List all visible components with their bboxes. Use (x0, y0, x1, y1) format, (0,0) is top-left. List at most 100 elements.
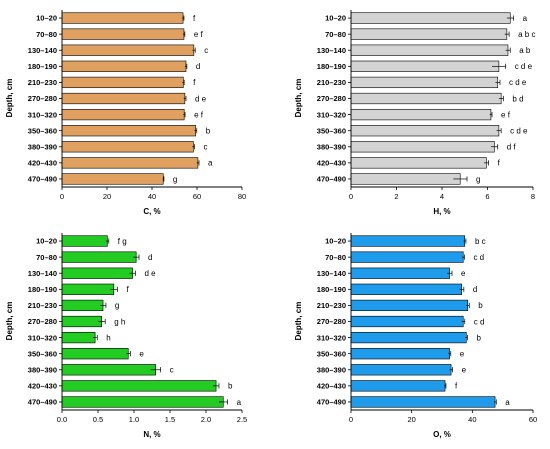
x-axis-title: O, % (433, 430, 451, 439)
significance-letter: c (204, 143, 208, 152)
category-label: 270–280 (317, 94, 346, 103)
significance-letter: e f (194, 30, 204, 39)
category-label: 310–320 (28, 110, 57, 119)
panel-nitrogen: 10–20 f g 70–80 d 130–140 d e 180–190 f 210–230 g… (5, 233, 247, 439)
bar (350, 173, 461, 185)
bar (61, 283, 115, 295)
significance-letter: e (461, 269, 466, 278)
significance-letter: d e (195, 94, 207, 103)
bar (61, 251, 137, 263)
x-tick-label: 8 (531, 192, 535, 201)
significance-letter: c d e (510, 126, 528, 135)
y-axis-title: Depth, cm (294, 79, 303, 118)
significance-letter: c d (473, 253, 484, 262)
significance-letter: e (139, 349, 144, 358)
category-label: 420–430 (317, 382, 346, 391)
category-label: 350–360 (317, 126, 346, 135)
bar (61, 380, 217, 392)
y-axis-title: Depth, cm (5, 79, 14, 118)
significance-letter: c (170, 366, 174, 375)
category-label: 270–280 (317, 317, 346, 326)
significance-letter: g (476, 175, 480, 184)
x-axis-title: N, % (143, 430, 160, 439)
bar (61, 108, 185, 121)
panel-carbon: 10–20 f 70–80 e f 130–140 c 180–190 d 210–230 f 27… (5, 10, 246, 216)
bar (61, 315, 102, 328)
bar (61, 92, 186, 105)
x-tick-label: 60 (193, 192, 201, 201)
bar (350, 44, 509, 56)
x-tick-label: 80 (238, 192, 246, 201)
x-tick-label: 2.0 (201, 415, 211, 424)
category-label: 210–230 (28, 78, 57, 87)
significance-letter: c d e (509, 78, 527, 87)
category-label: 470–490 (317, 175, 346, 184)
category-label: 380–390 (317, 365, 346, 374)
bar (61, 396, 224, 408)
category-label: 270–280 (28, 94, 57, 103)
bar (350, 141, 495, 153)
significance-letter: b d (512, 94, 523, 103)
x-tick-label: 20 (103, 192, 111, 201)
bar (350, 92, 502, 105)
category-label: 180–190 (317, 285, 346, 294)
y-axis-title: Depth, cm (5, 302, 14, 341)
bar (350, 108, 492, 121)
x-tick-label: 0.0 (57, 415, 67, 424)
bar (61, 235, 108, 247)
category-label: 380–390 (28, 142, 57, 151)
significance-letter: a (208, 159, 213, 168)
category-label: 420–430 (28, 382, 57, 391)
bar (61, 44, 195, 56)
bar (61, 28, 185, 40)
x-tick-label: 2.5 (237, 415, 247, 424)
significance-letter: b (228, 382, 233, 391)
significance-letter: a (237, 398, 242, 407)
bar (61, 364, 156, 376)
x-tick-label: 60 (529, 415, 537, 424)
category-label: 380–390 (28, 365, 57, 374)
bar (350, 76, 499, 89)
category-label: 350–360 (317, 349, 346, 358)
significance-letter: g (173, 175, 177, 184)
bar (350, 396, 496, 408)
category-label: 470–490 (28, 398, 57, 407)
x-tick-label: 0 (349, 415, 353, 424)
bar (350, 28, 508, 40)
significance-letter: e f (501, 110, 511, 119)
category-label: 130–140 (28, 46, 57, 55)
bar (61, 76, 184, 89)
bar (61, 125, 196, 137)
significance-letter: a b (519, 46, 531, 55)
significance-letter: f (455, 382, 458, 391)
bar (61, 157, 199, 169)
bar (61, 141, 194, 153)
bar (350, 315, 464, 328)
significance-letter: e (460, 349, 465, 358)
category-label: 310–320 (317, 110, 346, 119)
bar (350, 157, 487, 169)
significance-letter: e f (194, 110, 204, 119)
x-tick-label: 2 (394, 192, 398, 201)
bar (350, 125, 500, 137)
significance-letter: b (476, 333, 481, 342)
significance-letter: d (473, 285, 477, 294)
x-tick-label: 1.0 (129, 415, 139, 424)
category-label: 350–360 (28, 126, 57, 135)
category-label: 70–80 (36, 30, 57, 39)
significance-letter: a b c (518, 30, 535, 39)
category-label: 210–230 (317, 301, 346, 310)
bar (350, 251, 464, 263)
bar (350, 12, 511, 24)
x-axis-title: H, % (433, 207, 450, 216)
x-tick-label: 4 (440, 192, 444, 201)
category-label: 180–190 (317, 62, 346, 71)
significance-letter: g (115, 301, 119, 310)
category-label: 70–80 (325, 253, 346, 262)
bar (350, 267, 450, 279)
bar (61, 348, 129, 360)
significance-letter: f (193, 14, 196, 23)
bar (350, 299, 469, 312)
category-label: 210–230 (317, 78, 346, 87)
